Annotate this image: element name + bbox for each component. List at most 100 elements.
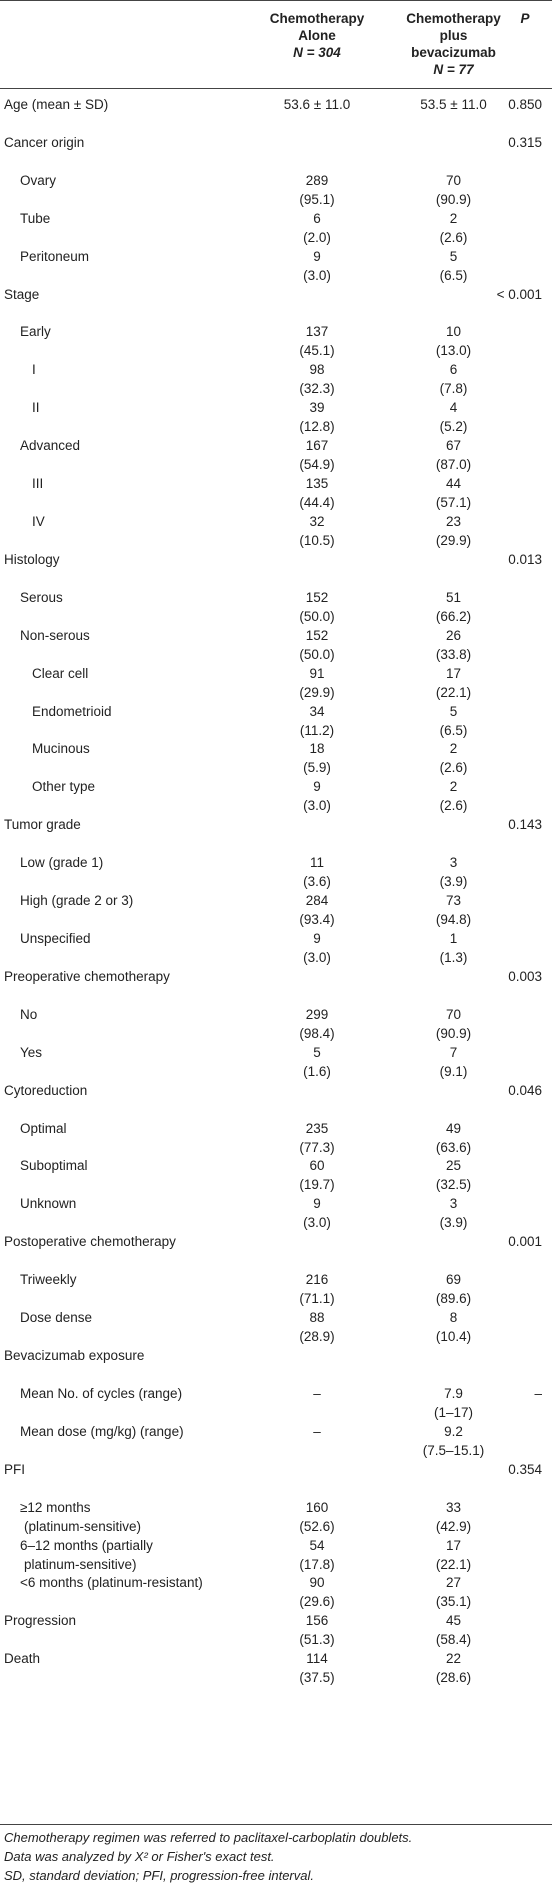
row-label-line: II <box>32 400 40 416</box>
cell-count: 32 <box>309 514 325 529</box>
cell-count: 167 <box>305 438 329 454</box>
cell-count: 26 <box>445 627 462 643</box>
table-row: <6 months (platinum-resistant) 90 (29.6) 27… <box>0 1573 552 1611</box>
row-label: II <box>32 398 40 417</box>
cell-percent: (44.4) <box>299 495 335 511</box>
cell-chemo-alone: 9 (3.0) <box>250 247 384 285</box>
cell-percent: (94.8) <box>435 912 472 928</box>
table-row: Histology 0.013 <box>0 550 552 588</box>
table-row: Tube 6 (2.0) 2 (2.6) <box>0 209 552 247</box>
cell-chemo-bev: 1 (1.3) <box>385 929 522 967</box>
header-col-chemo-bev: Chemotherapy plus bevacizumab N = 77 <box>385 10 522 78</box>
row-label: Other type <box>32 777 95 796</box>
cell-count: 17 <box>445 1537 462 1553</box>
row-label-line: Dose dense <box>20 1310 93 1326</box>
table-row: Mean No. of cycles (range) – 7.9 (1–17) – <box>0 1384 552 1422</box>
row-label: Low (grade 1) <box>20 853 103 872</box>
cell-chemo-bev: 70 (90.9) <box>385 1005 522 1043</box>
row-label-line: Advanced <box>20 438 81 454</box>
cell-chemo-alone: 152 (50.0) <box>250 626 384 664</box>
cell-chemo-bev: 27 (35.1) <box>385 1573 522 1611</box>
cell-count: 299 <box>305 1006 329 1022</box>
cell-count: 88 <box>309 1310 325 1326</box>
cell-percent: (22.1) <box>435 1556 472 1572</box>
cell-percent: (90.9) <box>435 1025 472 1041</box>
cell-chemo-alone: 135 (44.4) <box>250 474 384 512</box>
cell-count: 98 <box>309 362 325 378</box>
cell-count: 160 <box>305 1499 329 1515</box>
row-label: Tumor grade <box>4 815 81 834</box>
cell-percent: (3.9) <box>439 1215 468 1231</box>
cell-count: 3 <box>449 1196 458 1212</box>
cell-count: – <box>313 1423 321 1439</box>
row-label-line: Low (grade 1) <box>20 855 104 871</box>
cell-count: 135 <box>305 476 329 492</box>
footnote-analysis: Data was analyzed by X² or Fisher's exac… <box>4 1849 275 1864</box>
table-row: Advanced 167 (54.9) 67 (87.0) <box>0 436 552 474</box>
table-row: Cancer origin 0.315 <box>0 133 552 171</box>
footnotes: Chemotherapy regimen was referred to pac… <box>0 1828 552 1885</box>
row-label: III <box>32 474 43 493</box>
row-label-line: Mucinous <box>32 741 90 757</box>
cell-count: 6 <box>313 210 321 226</box>
cell-count: 2 <box>449 210 458 226</box>
row-label: 6–12 months (partially platinum-sensitive… <box>20 1536 153 1574</box>
row-label: <6 months (platinum-resistant) <box>20 1573 203 1592</box>
row-label-line: Cancer origin <box>4 134 85 150</box>
row-label-line: Progression <box>4 1613 77 1629</box>
cell-chemo-alone: 88 (28.9) <box>250 1308 384 1346</box>
cell-percent: (19.7) <box>299 1177 335 1193</box>
cell-chemo-alone: 53.6 ± 11.0 <box>250 95 384 114</box>
row-label: Early <box>20 322 51 341</box>
row-label: Death <box>4 1649 40 1668</box>
cell-count: 22 <box>445 1651 462 1667</box>
table-row: I 98 (32.3) 6 (7.8) <box>0 360 552 398</box>
cell-count: 5 <box>313 1044 321 1060</box>
cell-chemo-alone: 289 (95.1) <box>250 171 384 209</box>
cell-p-value: 0.013 <box>508 551 542 567</box>
row-label: Cytoreduction <box>4 1081 87 1100</box>
row-label: Stage <box>4 285 39 304</box>
header-col2-line: Chemotherapy <box>406 11 501 26</box>
cell-percent: (17.8) <box>299 1556 335 1572</box>
cell-chemo-bev: 17 (22.1) <box>385 1536 522 1574</box>
cell-chemo-bev: 45 (58.4) <box>385 1611 522 1649</box>
cell-percent: (35.1) <box>435 1594 472 1610</box>
cell-p-value: 0.046 <box>508 1082 542 1098</box>
table-row: II 39 (12.8) 4 (5.2) <box>0 398 552 436</box>
table-row: Endometrioid 34 (11.2) 5 (6.5) <box>0 702 552 740</box>
cell-count: 9 <box>313 779 321 795</box>
row-label: PFI <box>4 1460 25 1479</box>
cell-percent: (58.4) <box>435 1632 472 1648</box>
row-label: Unknown <box>20 1194 76 1213</box>
row-label-line: Mean No. of cycles (range) <box>20 1385 183 1401</box>
cell-percent: (22.1) <box>435 684 472 700</box>
cell-percent: (2.6) <box>439 760 468 776</box>
row-label-line: Unknown <box>20 1196 77 1212</box>
cell-count: 7.9 <box>444 1385 463 1401</box>
row-label-line: Tube <box>20 210 51 226</box>
cell-chemo-alone: 91 (29.9) <box>250 664 384 702</box>
table-row: Other type 9 (3.0) 2 (2.6) <box>0 777 552 815</box>
row-label: Endometrioid <box>32 702 112 721</box>
row-label: Preoperative chemotherapy <box>4 967 170 986</box>
table-row: Postoperative chemotherapy 0.001 <box>0 1232 552 1270</box>
row-label-line: III <box>32 476 44 492</box>
cell-chemo-bev: 33 (42.9) <box>385 1498 522 1536</box>
cell-chemo-alone: 18 (5.9) <box>250 739 384 777</box>
cell-chemo-bev: 25 (32.5) <box>385 1156 522 1194</box>
cell-p-value: < 0.001 <box>496 286 542 302</box>
row-label-line: Mean dose (mg/kg) (range) <box>20 1423 184 1439</box>
top-rule <box>0 0 552 1</box>
footnote-abbreviations: SD, standard deviation; PFI, progression… <box>4 1868 314 1883</box>
cell-percent: (3.6) <box>303 874 331 890</box>
cell-percent: (7.5–15.1) <box>422 1442 485 1458</box>
cell-count: 156 <box>305 1613 329 1629</box>
cell-chemo-bev: 9.2 (7.5–15.1) <box>385 1422 522 1460</box>
table-row: No 299 (98.4) 70 (90.9) <box>0 1005 552 1043</box>
cell-count: 44 <box>445 476 462 492</box>
cell-chemo-bev: 4 (5.2) <box>385 398 522 436</box>
cell-chemo-alone: 39 (12.8) <box>250 398 384 436</box>
cell-count: 9 <box>313 1196 321 1212</box>
cell-count: 70 <box>445 1006 462 1022</box>
